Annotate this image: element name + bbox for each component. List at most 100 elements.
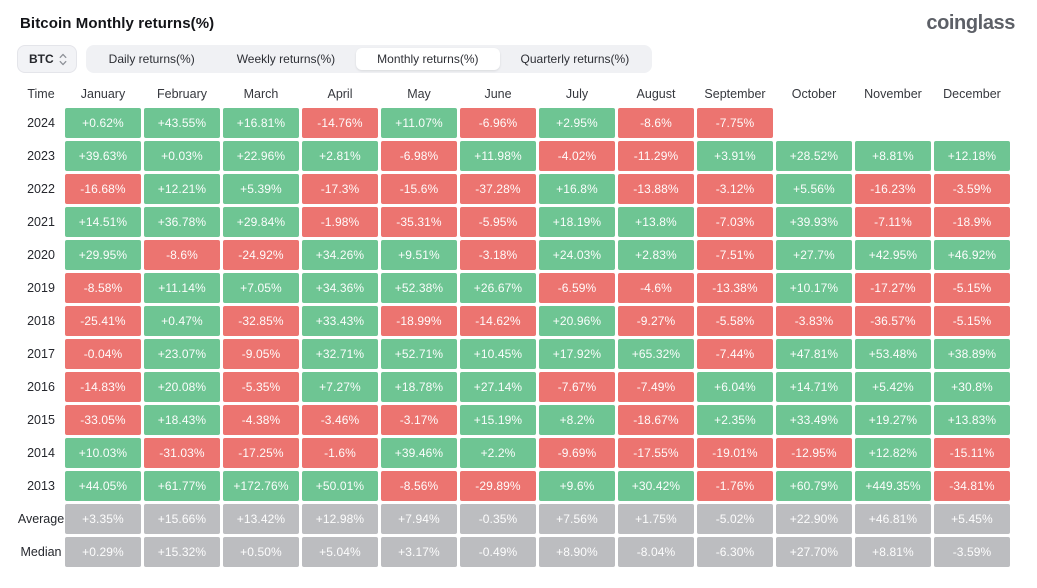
return-cell: +44.05%	[65, 471, 141, 501]
row-label-2016: 2016	[27, 380, 55, 394]
return-cell: -6.96%	[460, 108, 536, 138]
return-cell: +27.70%	[776, 537, 852, 567]
return-cell: +3.17%	[381, 537, 457, 567]
return-cell: +33.49%	[776, 405, 852, 435]
return-cell: +60.79%	[776, 471, 852, 501]
return-cell: -11.29%	[618, 141, 694, 171]
column-header-time: Time	[27, 87, 55, 101]
tab-weekly[interactable]: Weekly returns(%)	[216, 48, 356, 70]
return-cell: -7.11%	[855, 207, 931, 237]
return-cell: -15.6%	[381, 174, 457, 204]
return-cell: +6.04%	[697, 372, 773, 402]
return-cell: +42.95%	[855, 240, 931, 270]
return-cell: +46.81%	[855, 504, 931, 534]
return-cell: +12.21%	[144, 174, 220, 204]
return-cell: -1.98%	[302, 207, 378, 237]
return-cell: -8.6%	[144, 240, 220, 270]
column-header-october: October	[791, 87, 837, 101]
return-cell: +12.98%	[302, 504, 378, 534]
return-cell: -3.83%	[776, 306, 852, 336]
return-cell: +10.17%	[776, 273, 852, 303]
return-cell: +10.45%	[460, 339, 536, 369]
return-cell: +12.18%	[934, 141, 1010, 171]
return-cell: +34.26%	[302, 240, 378, 270]
chevron-updown-icon	[59, 53, 67, 66]
return-cell: -34.81%	[934, 471, 1010, 501]
return-cell: -19.01%	[697, 438, 773, 468]
return-cell: +5.56%	[776, 174, 852, 204]
return-cell: +20.08%	[144, 372, 220, 402]
return-cell: +22.90%	[776, 504, 852, 534]
return-cell: -9.05%	[223, 339, 299, 369]
return-cell: -3.59%	[934, 174, 1010, 204]
return-cell: -0.35%	[460, 504, 536, 534]
return-cell: +2.81%	[302, 141, 378, 171]
return-cell	[776, 108, 852, 138]
page-header: Bitcoin Monthly returns(%) coinglass	[0, 0, 1037, 35]
tab-daily[interactable]: Daily returns(%)	[88, 48, 216, 70]
return-cell: +39.46%	[381, 438, 457, 468]
return-cell: -7.44%	[697, 339, 773, 369]
return-cell: +26.67%	[460, 273, 536, 303]
return-cell: +0.03%	[144, 141, 220, 171]
return-cell: -16.23%	[855, 174, 931, 204]
return-cell: +0.62%	[65, 108, 141, 138]
return-cell: +0.29%	[65, 537, 141, 567]
return-cell: +28.52%	[776, 141, 852, 171]
return-cell: -1.6%	[302, 438, 378, 468]
return-cell: +8.90%	[539, 537, 615, 567]
return-cell: -14.83%	[65, 372, 141, 402]
return-cell: +20.96%	[539, 306, 615, 336]
row-label-2013: 2013	[27, 479, 55, 493]
return-cell: -5.35%	[223, 372, 299, 402]
return-cell: +23.07%	[144, 339, 220, 369]
column-header-august: August	[636, 87, 676, 101]
returns-period-tabs: Daily returns(%) Weekly returns(%) Monthly…	[85, 45, 653, 73]
column-header-june: June	[484, 87, 512, 101]
return-cell: +39.63%	[65, 141, 141, 171]
column-header-july: July	[565, 87, 589, 101]
column-header-march: March	[243, 87, 279, 101]
row-label-2018: 2018	[27, 314, 55, 328]
return-cell: -24.92%	[223, 240, 299, 270]
return-cell: +3.35%	[65, 504, 141, 534]
return-cell: +3.91%	[697, 141, 773, 171]
return-cell: +18.19%	[539, 207, 615, 237]
return-cell: +39.93%	[776, 207, 852, 237]
return-cell: +15.19%	[460, 405, 536, 435]
return-cell: +13.8%	[618, 207, 694, 237]
return-cell: -3.18%	[460, 240, 536, 270]
return-cell: -7.51%	[697, 240, 773, 270]
return-cell: -5.15%	[934, 273, 1010, 303]
return-cell: -14.62%	[460, 306, 536, 336]
return-cell: +9.6%	[539, 471, 615, 501]
return-cell: +14.51%	[65, 207, 141, 237]
return-cell: +0.50%	[223, 537, 299, 567]
return-cell: -16.68%	[65, 174, 141, 204]
return-cell	[855, 108, 931, 138]
return-cell: -33.05%	[65, 405, 141, 435]
tab-quarterly[interactable]: Quarterly returns(%)	[500, 48, 651, 70]
return-cell: +10.03%	[65, 438, 141, 468]
symbol-select[interactable]: BTC	[17, 45, 77, 73]
return-cell: +1.75%	[618, 504, 694, 534]
return-cell: -8.04%	[618, 537, 694, 567]
return-cell: +0.47%	[144, 306, 220, 336]
return-cell: +50.01%	[302, 471, 378, 501]
return-cell: -18.99%	[381, 306, 457, 336]
return-cell: +33.43%	[302, 306, 378, 336]
return-cell: +14.71%	[776, 372, 852, 402]
tab-monthly[interactable]: Monthly returns(%)	[356, 48, 500, 70]
return-cell: -12.95%	[776, 438, 852, 468]
return-cell: -9.69%	[539, 438, 615, 468]
return-cell: +13.42%	[223, 504, 299, 534]
row-label-2019: 2019	[27, 281, 55, 295]
return-cell: +36.78%	[144, 207, 220, 237]
return-cell: -25.41%	[65, 306, 141, 336]
row-label-median: Median	[20, 545, 62, 559]
coinglass-logo[interactable]: coinglass	[926, 12, 1015, 34]
return-cell: +2.83%	[618, 240, 694, 270]
return-cell: -17.25%	[223, 438, 299, 468]
return-cell: +2.35%	[697, 405, 773, 435]
